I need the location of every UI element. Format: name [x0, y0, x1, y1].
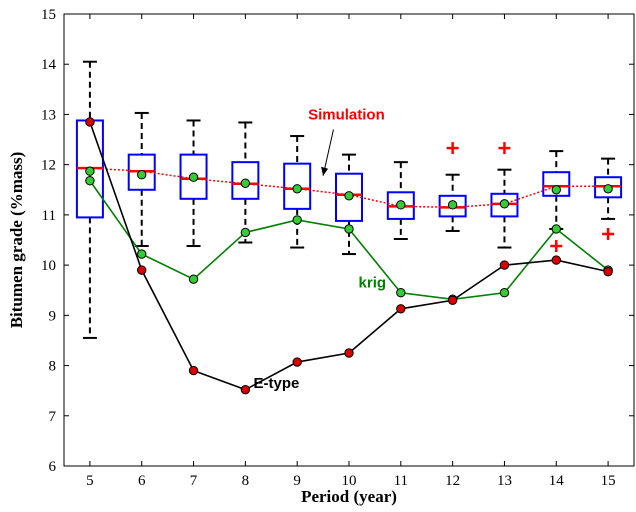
point-krig: [188, 274, 199, 284]
y-tick-label: 13: [41, 107, 56, 123]
y-tick-label: 8: [49, 359, 57, 375]
box-12: [438, 142, 467, 232]
box-body: [179, 153, 208, 200]
x-tick-label: 9: [293, 473, 301, 489]
point-krig: [292, 215, 302, 225]
x-tick-label: 8: [242, 473, 250, 489]
x-tick-label: 12: [445, 473, 460, 489]
x-tick-label: 15: [601, 473, 616, 489]
plot-area: [63, 13, 635, 467]
point-e-type: [188, 365, 199, 376]
mean-marker: [85, 166, 95, 176]
box-body: [542, 171, 571, 197]
mean-marker: [188, 172, 199, 182]
mean-marker: [603, 184, 613, 194]
point-krig: [344, 224, 354, 234]
mean-marker: [396, 200, 406, 210]
y-tick-label: 7: [49, 409, 57, 425]
box-body: [231, 161, 260, 200]
y-tick-label: 9: [49, 308, 57, 324]
mean-marker: [499, 199, 510, 209]
x-axis-label: Period (year): [301, 487, 397, 506]
point-e-type: [85, 117, 95, 127]
mean-marker: [137, 170, 147, 180]
y-tick-label: 12: [41, 158, 56, 174]
point-e-type: [603, 266, 613, 277]
y-tick-label: 15: [41, 7, 56, 23]
point-e-type: [292, 357, 302, 367]
y-tick-label: 11: [42, 208, 56, 224]
mean-marker: [344, 191, 354, 201]
x-tick-label: 7: [190, 473, 198, 489]
point-e-type: [240, 384, 251, 395]
mean-marker: [447, 200, 458, 210]
point-e-type: [137, 265, 147, 275]
box-body: [283, 162, 312, 210]
arrow-head: [321, 166, 329, 176]
y-axis-label: Bitumen grade (%mass): [7, 152, 26, 329]
x-tick-label: 13: [497, 473, 512, 489]
mean-marker: [551, 185, 561, 195]
box-15: [594, 157, 623, 240]
point-krig: [396, 288, 406, 298]
x-tick-label: 5: [86, 473, 94, 489]
annotation-e-type: E-type: [254, 375, 300, 392]
point-krig: [85, 176, 95, 186]
x-tick-label: 10: [342, 473, 357, 489]
y-tick-label: 6: [49, 459, 57, 475]
box-body: [438, 194, 467, 218]
y-tick-label: 10: [41, 258, 56, 274]
point-krig: [551, 224, 561, 234]
box-11: [386, 161, 415, 240]
x-tick-label: 6: [138, 473, 146, 489]
point-e-type: [447, 295, 458, 305]
x-tick-label: 14: [549, 473, 565, 489]
annotation-krig: krig: [359, 275, 387, 292]
point-e-type: [499, 260, 510, 270]
annotations: Simulation krig E-type: [254, 106, 387, 392]
point-krig: [499, 288, 510, 298]
x-axis: 5 6 7 8 9 10 11 12 13 14 15: [86, 14, 616, 489]
y-axis: 6 7 8 9 10 11 12 13 14 15: [41, 7, 634, 475]
point-e-type: [344, 348, 354, 358]
mean-marker: [292, 184, 302, 194]
y-tick-label: 14: [41, 57, 57, 73]
x-tick-label: 11: [394, 473, 408, 489]
point-e-type: [396, 304, 406, 314]
point-krig: [137, 249, 147, 259]
point-e-type: [551, 255, 561, 265]
mean-marker: [240, 178, 251, 188]
point-krig: [240, 227, 251, 238]
annotation-simulation: Simulation: [308, 106, 385, 123]
series-markers: [85, 117, 613, 395]
